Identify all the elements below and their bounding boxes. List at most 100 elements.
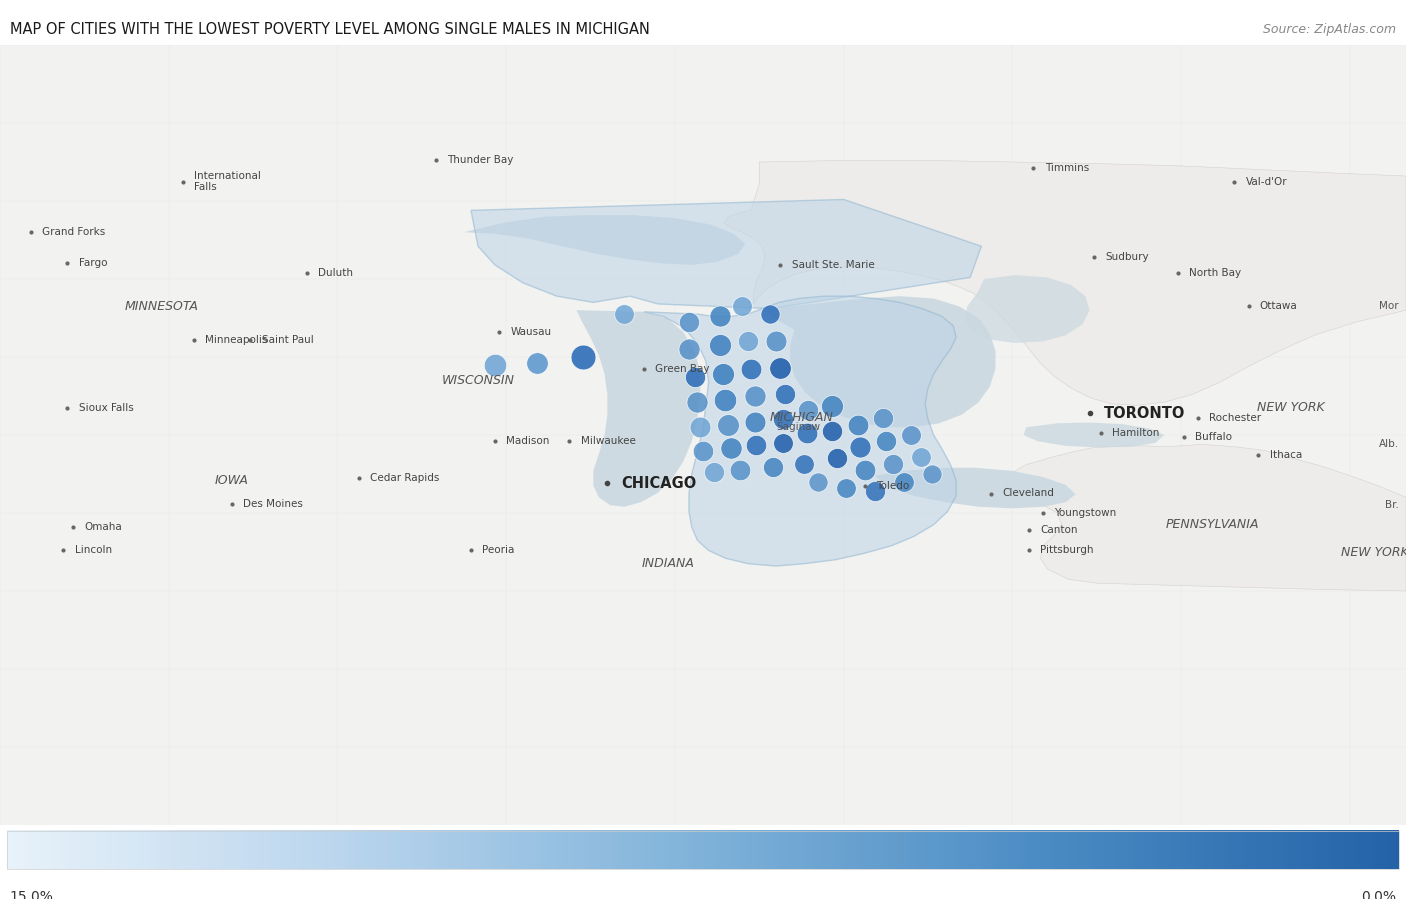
Text: MINNESOTA: MINNESOTA bbox=[125, 299, 198, 313]
Text: Lincoln: Lincoln bbox=[75, 546, 111, 556]
Text: NEW YORK: NEW YORK bbox=[1257, 401, 1324, 414]
Point bbox=[683, 369, 706, 384]
Point bbox=[882, 457, 904, 471]
Polygon shape bbox=[1024, 423, 1164, 448]
Point bbox=[793, 457, 815, 471]
Point bbox=[910, 450, 932, 464]
Text: Ithaca: Ithaca bbox=[1270, 450, 1302, 459]
Text: Br.: Br. bbox=[1385, 500, 1399, 511]
Text: Duluth: Duluth bbox=[318, 268, 353, 278]
Point bbox=[835, 481, 858, 495]
Text: Grand Forks: Grand Forks bbox=[42, 227, 105, 237]
Text: Pittsburgh: Pittsburgh bbox=[1040, 546, 1094, 556]
Point bbox=[893, 475, 915, 489]
Text: Des Moines: Des Moines bbox=[243, 499, 304, 509]
Text: Timmins: Timmins bbox=[1045, 164, 1088, 174]
Point bbox=[769, 360, 792, 375]
Point bbox=[709, 338, 731, 352]
Text: CHICAGO: CHICAGO bbox=[621, 476, 697, 491]
Text: Cedar Rapids: Cedar Rapids bbox=[370, 473, 439, 483]
Text: Val-d'Or: Val-d'Or bbox=[1246, 176, 1288, 186]
Text: Ottawa: Ottawa bbox=[1260, 301, 1298, 311]
Point bbox=[772, 436, 794, 450]
Text: Alb.: Alb. bbox=[1379, 440, 1399, 450]
Point bbox=[872, 411, 894, 425]
Point bbox=[717, 418, 740, 432]
Text: Sault Ste. Marie: Sault Ste. Marie bbox=[792, 260, 875, 270]
Point bbox=[797, 403, 820, 417]
Text: Youngstown: Youngstown bbox=[1054, 508, 1116, 518]
Text: Minneapolis: Minneapolis bbox=[205, 334, 267, 345]
Point bbox=[689, 420, 711, 434]
Point bbox=[709, 309, 731, 324]
Text: Rochester: Rochester bbox=[1209, 413, 1261, 423]
Polygon shape bbox=[464, 215, 745, 265]
Polygon shape bbox=[471, 200, 981, 308]
Text: Hamilton: Hamilton bbox=[1112, 429, 1160, 439]
Point bbox=[921, 467, 943, 481]
Point bbox=[692, 443, 714, 458]
Point bbox=[484, 358, 506, 372]
Point bbox=[772, 413, 794, 427]
Point bbox=[796, 426, 818, 441]
Point bbox=[613, 307, 636, 321]
Point bbox=[846, 418, 869, 432]
Polygon shape bbox=[644, 296, 956, 566]
Point bbox=[849, 440, 872, 454]
Point bbox=[759, 307, 782, 321]
Text: TORONTO: TORONTO bbox=[1104, 405, 1185, 421]
Bar bbox=[7, 831, 1399, 869]
Text: Buffalo: Buffalo bbox=[1195, 432, 1232, 441]
Point bbox=[863, 484, 886, 498]
Point bbox=[773, 387, 796, 402]
Polygon shape bbox=[762, 296, 995, 427]
Text: Saginaw: Saginaw bbox=[776, 423, 821, 432]
Point bbox=[875, 434, 897, 449]
Text: 15.0%: 15.0% bbox=[10, 890, 53, 899]
Point bbox=[745, 438, 768, 452]
Polygon shape bbox=[724, 160, 1406, 405]
Point bbox=[714, 393, 737, 407]
Point bbox=[728, 463, 751, 477]
Point bbox=[821, 424, 844, 439]
Text: PENNSYLVANIA: PENNSYLVANIA bbox=[1166, 518, 1258, 531]
Point bbox=[703, 466, 725, 480]
Text: Canton: Canton bbox=[1040, 525, 1078, 535]
Text: Source: ZipAtlas.com: Source: ZipAtlas.com bbox=[1263, 22, 1396, 36]
Text: IOWA: IOWA bbox=[215, 474, 249, 486]
Point bbox=[686, 395, 709, 409]
Point bbox=[720, 441, 742, 456]
Point bbox=[744, 388, 766, 403]
Point bbox=[731, 299, 754, 314]
Text: Toledo: Toledo bbox=[876, 481, 910, 491]
Point bbox=[678, 342, 700, 356]
Text: Sioux Falls: Sioux Falls bbox=[79, 403, 134, 413]
Polygon shape bbox=[576, 310, 700, 507]
Point bbox=[825, 451, 848, 466]
Point bbox=[821, 399, 844, 414]
Point bbox=[572, 350, 595, 364]
Text: Fargo: Fargo bbox=[79, 258, 107, 269]
Point bbox=[737, 334, 759, 349]
Point bbox=[744, 414, 766, 429]
Text: WISCONSIN: WISCONSIN bbox=[441, 374, 515, 387]
Point bbox=[526, 356, 548, 370]
Text: Wausau: Wausau bbox=[510, 327, 551, 337]
Polygon shape bbox=[875, 467, 1076, 508]
Text: Milwaukee: Milwaukee bbox=[581, 436, 636, 446]
Text: Thunder Bay: Thunder Bay bbox=[447, 156, 513, 165]
Text: Saint Paul: Saint Paul bbox=[262, 334, 314, 345]
Text: Peoria: Peoria bbox=[482, 546, 515, 556]
Text: Mor: Mor bbox=[1379, 301, 1399, 311]
Point bbox=[807, 475, 830, 489]
Point bbox=[678, 315, 700, 329]
Point bbox=[711, 367, 734, 381]
Polygon shape bbox=[965, 275, 1090, 343]
Text: Cleveland: Cleveland bbox=[1002, 488, 1054, 499]
Point bbox=[900, 428, 922, 442]
Point bbox=[853, 463, 876, 477]
Point bbox=[762, 459, 785, 474]
Text: Omaha: Omaha bbox=[84, 522, 122, 532]
Polygon shape bbox=[1005, 444, 1406, 591]
Text: 0.0%: 0.0% bbox=[1361, 890, 1396, 899]
